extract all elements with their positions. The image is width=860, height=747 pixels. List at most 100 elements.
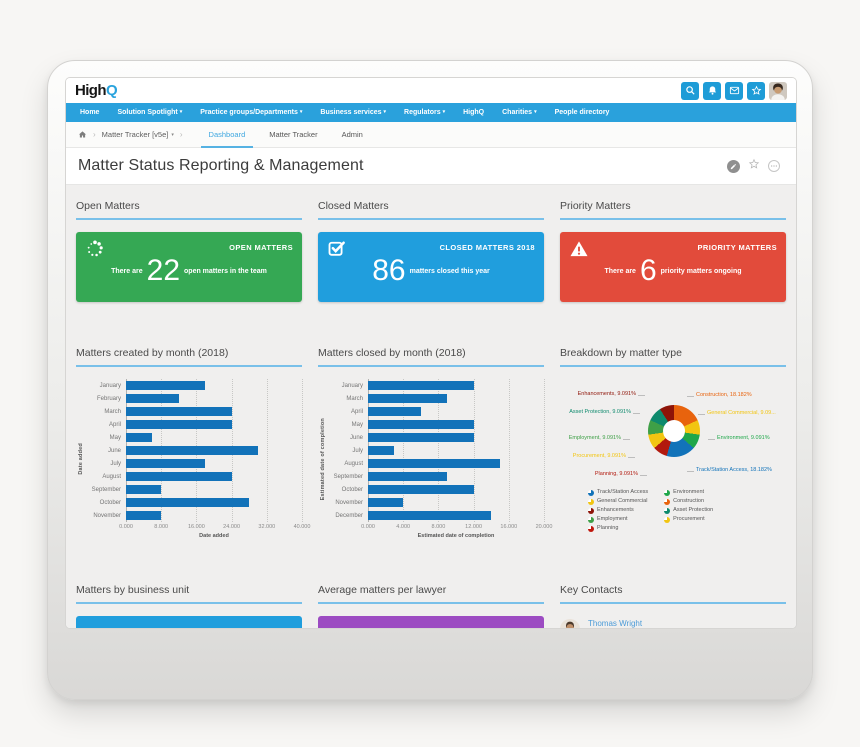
legend-item-enhancements[interactable]: Enhancements [588,507,648,514]
bar-track [126,406,302,417]
nav-item-people-directory[interactable]: People directory [546,103,619,122]
bar-august [126,471,232,482]
tab-dashboard[interactable]: Dashboard [197,122,258,148]
category-label: January [99,382,121,389]
open-matters-card[interactable]: OPEN MATTERS There are 22 open matters i… [76,232,302,302]
card-header: OPEN MATTERS [85,239,293,259]
nav-item-label: Home [80,109,100,116]
bar-june [368,432,474,443]
category-label: April [350,408,363,415]
category-label: November [93,512,121,519]
nav-item-solution-spotlight[interactable]: Solution Spotlight ▾ [108,103,191,122]
nav-item-label: Solution Spotlight [117,109,178,116]
legend-item-procurement[interactable]: Procurement [664,516,713,523]
bar-track [368,458,544,469]
chart-row-march: March [86,405,302,418]
nav-item-practice-groups-departments[interactable]: Practice groups/Departments ▾ [191,103,311,122]
widget-title: Closed Matters [318,200,544,220]
pie-swatch-icon [664,489,671,496]
legend-item-planning[interactable]: Planning [588,525,648,532]
bar-track [126,458,302,469]
nav-item-charities[interactable]: Charities ▾ [493,103,545,122]
closed-matters-card[interactable]: CLOSED MATTERS 2018 86 matters closed th… [318,232,544,302]
pie-swatch-icon [664,507,671,514]
browser-screen: HighQ Home Solution Spotlight ▾ Practice gr… [65,77,797,629]
edit-button[interactable] [727,159,740,173]
bar-track [126,510,302,521]
dashboard: Open Matters OPEN MATTERS There are 22 o… [66,185,796,628]
legend-item-general-commercial[interactable]: General Commercial [588,498,648,505]
tab-admin[interactable]: Admin [341,130,363,139]
y-axis-title: Estimated date of completion [318,379,328,539]
pie-swatch-icon [588,489,594,496]
bar-track [368,471,544,482]
chart-row-july: July [86,457,302,470]
value-prefix: There are [604,267,636,275]
chart-row-april: April [86,418,302,431]
category-label: July [352,447,363,454]
bar-august [368,458,500,469]
highq-logo[interactable]: HighQ [75,82,118,99]
ellipsis-icon [771,165,777,167]
charts-row: Matters created by month (2018) Date add… [76,347,786,539]
business-unit-card[interactable]: LIVE MATTERS PER BUSINESS UNIT [76,616,302,628]
donut-label-planning: Planning, 9.091% [595,471,647,477]
legend-item-construction[interactable]: Construction [664,498,713,505]
nav-item-regulators[interactable]: Regulators ▾ [395,103,454,122]
contact-avatar[interactable] [560,619,580,628]
category-label: May [351,421,363,428]
nav-item-home[interactable]: Home [71,103,108,122]
avg-per-lawyer-card[interactable]: AVERAGE MATTERS PER LAWYER [318,616,544,628]
favorites-button[interactable] [747,81,765,100]
chart-plot: Estimated date of completion January March… [318,379,552,539]
bar-july [368,445,395,456]
chart-row-april: April [328,405,544,418]
search-button[interactable] [681,81,699,100]
priority-matters-card[interactable]: PRIORITY MATTERS There are 6 priority ma… [560,232,786,302]
chart-plot: Date added January February March April May Ju… [76,379,310,539]
breadcrumb-site-label: Matter Tracker [v5e] [101,130,169,139]
x-tick-label: 8.000 [431,524,446,530]
home-icon[interactable] [78,130,87,139]
legend-item-asset-protection[interactable]: Asset Protection [664,507,713,514]
app-header: HighQ [66,78,796,103]
chart-row-august: August [86,470,302,483]
donut-ring [648,405,700,457]
priority-matters-count: 6 [639,254,657,287]
breadcrumb-site[interactable]: Matter Tracker [v5e] ▾ [102,130,174,139]
more-options-button[interactable] [768,160,780,172]
bar-march [368,393,448,404]
legend-label: Employment [597,516,628,522]
tab-matter-tracker[interactable]: Matter Tracker [269,130,318,139]
chart-row-january: January [328,379,544,392]
chart-row-june: June [328,431,544,444]
legend-item-employment[interactable]: Employment [588,516,648,523]
logo-text-blue: Q [105,82,118,99]
y-axis-title-text: Date added [78,443,84,475]
donut-label-employment: Employment, 9.091% [569,435,630,441]
pie-swatch-icon [664,498,671,505]
category-label: June [107,447,121,454]
contact-name-link[interactable]: Thomas Wright [588,619,643,628]
widget-matters-closed-chart: Matters closed by month (2018) Estimated… [318,347,552,539]
nav-item-business-services[interactable]: Business services ▾ [311,103,395,122]
bar-track [368,484,544,495]
envelope-icon [729,86,739,95]
widget-business-unit: Matters by business unit LIVE MATTERS PE… [76,584,302,628]
messages-button[interactable] [725,81,743,100]
spinner-dots-icon [87,240,103,257]
user-avatar[interactable] [769,81,787,100]
chart-row-november: November [86,509,302,522]
chart-row-september: September [328,470,544,483]
favorite-page-button[interactable] [748,157,760,175]
donut-label-asset-protection: Asset Protection, 9.091% [569,409,640,415]
notifications-button[interactable] [703,81,721,100]
pie-swatch-icon [588,516,594,523]
nav-item-highq[interactable]: HighQ [454,103,493,122]
widget-title: Matters created by month (2018) [76,347,302,367]
legend-item-environment[interactable]: Environment [664,489,713,496]
legend-item-track-station-access[interactable]: Track/Station Access [588,489,648,496]
breadcrumb-separator: › [179,130,183,139]
chevron-down-icon: ▾ [299,109,303,115]
main-nav: Home Solution Spotlight ▾ Practice groups/D… [66,103,796,122]
